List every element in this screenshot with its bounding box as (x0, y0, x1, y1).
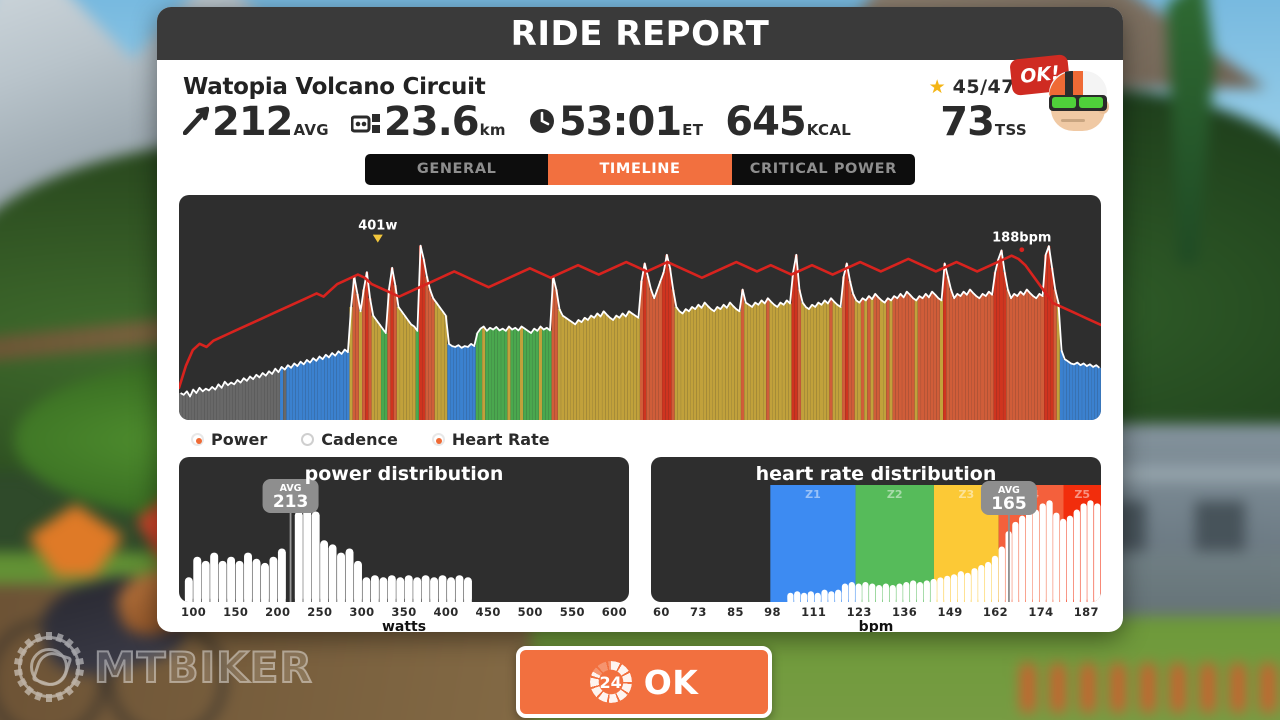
star-rating-value: 45/47 (952, 76, 1015, 98)
calories-unit: KCAL (806, 121, 852, 139)
svg-text:AVG: AVG (280, 483, 302, 494)
ok-button[interactable]: 24 OK (516, 646, 772, 718)
svg-text:Z2: Z2 (887, 488, 903, 501)
toggle-cadence[interactable]: Cadence (301, 430, 398, 449)
power-tick: 200 (265, 605, 291, 619)
ride-report-dialog: RIDE REPORT Watopia Volcano Circuit ★ 45… (157, 7, 1123, 632)
distribution-charts: power distribution AVG 213 100 150 200 25… (179, 457, 1101, 632)
power-tick: 150 (223, 605, 249, 619)
svg-text:165: 165 (991, 494, 1027, 514)
rider-avatar: OK! (1009, 54, 1109, 133)
toggle-heart-rate-label: Heart Rate (451, 430, 550, 449)
watermark-text: MTBIKER (93, 642, 313, 693)
report-tabs[interactable]: GENERAL TIMELINE CRITICAL POWER (365, 154, 915, 185)
lightning-icon (182, 105, 210, 139)
toggle-cadence-label: Cadence (321, 430, 398, 449)
stat-elapsed-time: 53:01 ET (528, 102, 703, 142)
toggle-power[interactable]: Power (191, 430, 267, 449)
heart-rate-distribution-chart[interactable]: heart rate distribution Z1Z2Z3Z4Z5 AVG16… (651, 457, 1101, 632)
svg-text:Z5: Z5 (1074, 488, 1090, 501)
toggle-power-label: Power (211, 430, 268, 449)
svg-text:AVG: AVG (998, 485, 1020, 496)
hr-tick: 85 (727, 605, 744, 619)
timeline-chart[interactable]: 401w 188bpm (179, 195, 1101, 420)
elapsed-time-unit: ET (682, 121, 704, 139)
hr-tick: 162 (982, 605, 1009, 619)
power-tick: 350 (391, 605, 417, 619)
countdown-value: 24 (599, 672, 622, 692)
ok-button-label: OK (643, 662, 699, 702)
radio-cadence-icon[interactable] (301, 433, 315, 446)
heart-rate-axis-label: bpm (858, 619, 894, 632)
calories-value: 645 (725, 99, 806, 145)
stat-avg-power: 212 AVG (182, 99, 329, 145)
power-axis-ticks: 100 150 200 250 300 350 400 450 500 550 … (181, 605, 627, 619)
avg-power-value: 212 (212, 99, 293, 145)
power-distribution-plot[interactable]: power distribution AVG 213 (179, 457, 629, 602)
hr-tick: 136 (892, 605, 918, 619)
clock-icon (528, 107, 556, 139)
heart-rate-axis-ticks: 60 73 85 98 111 123 136 149 162 174 187 (653, 605, 1099, 619)
star-icon: ★ (928, 75, 946, 98)
power-tick: 300 (349, 605, 375, 619)
distance-unit: km (479, 121, 506, 139)
odometer-icon (350, 113, 381, 139)
tab-critical-power[interactable]: CRITICAL POWER (731, 154, 915, 185)
dialog-titlebar: RIDE REPORT (157, 7, 1123, 60)
elapsed-time-value: 53:01 (558, 99, 682, 145)
svg-text:Z1: Z1 (805, 488, 821, 501)
power-tick: 500 (517, 605, 543, 619)
hr-tick: 187 (1073, 605, 1099, 619)
metric-toggle-group[interactable]: Power Cadence Heart Rate (191, 430, 1101, 449)
route-name: Watopia Volcano Circuit (183, 74, 486, 100)
hr-tick: 123 (846, 605, 872, 619)
power-tick: 600 (601, 605, 627, 619)
radio-power-icon[interactable] (191, 433, 204, 446)
hr-tick: 174 (1028, 605, 1054, 619)
hr-tick: 149 (937, 605, 963, 619)
power-tick: 400 (433, 605, 459, 619)
dialog-title: RIDE REPORT (510, 13, 770, 54)
heart-rate-distribution-plot[interactable]: heart rate distribution Z1Z2Z3Z4Z5 AVG16… (651, 457, 1101, 602)
flower-bed (1020, 664, 1280, 712)
avatar-sunglasses (1049, 95, 1107, 111)
toggle-heart-rate[interactable]: Heart Rate (431, 430, 550, 449)
svg-text:188bpm: 188bpm (992, 231, 1051, 246)
tab-general[interactable]: GENERAL (365, 154, 549, 185)
power-tick: 550 (559, 605, 585, 619)
cog-logo-icon (14, 632, 84, 702)
tss-value: 73 (940, 99, 995, 145)
hr-tick: 60 (653, 605, 670, 619)
power-distribution-chart[interactable]: power distribution AVG 213 100 150 200 25… (179, 457, 629, 632)
route-header-row: Watopia Volcano Circuit ★ 45/47 (179, 70, 1101, 100)
mtbiker-watermark: MTBIKER (14, 632, 313, 702)
stat-calories: 645 KCAL (725, 102, 851, 142)
avg-power-unit: AVG (293, 121, 329, 139)
hr-tick: 111 (801, 605, 827, 619)
tss-unit: TSS (994, 121, 1027, 139)
avatar-cap (1049, 71, 1107, 97)
power-axis-label: watts (381, 619, 427, 632)
power-distribution-title: power distribution (304, 463, 504, 485)
svg-text:Z3: Z3 (958, 488, 974, 501)
hr-tick: 98 (764, 605, 781, 619)
star-rating: ★ 45/47 (929, 76, 1015, 98)
heart-rate-distribution-title: heart rate distribution (755, 463, 997, 485)
power-tick: 100 (181, 605, 207, 619)
power-tick: 250 (307, 605, 333, 619)
tab-timeline[interactable]: TIMELINE (548, 154, 732, 185)
dialog-body: Watopia Volcano Circuit ★ 45/47 212 AVG … (157, 54, 1123, 632)
svg-text:401w: 401w (358, 219, 397, 234)
avatar-head (1047, 69, 1109, 131)
countdown-ring-icon: 24 (589, 661, 632, 703)
ride-stats-row: 212 AVG 23.6 km 53:01 ET 645 KCAL (182, 99, 1101, 145)
hr-tick: 73 (690, 605, 707, 619)
power-tick: 450 (475, 605, 501, 619)
stat-distance: 23.6 km (350, 99, 506, 145)
distance-value: 23.6 (383, 99, 480, 145)
stat-tss: 73 TSS (940, 102, 1027, 142)
radio-heart-rate-icon[interactable] (431, 433, 445, 446)
svg-text:213: 213 (273, 492, 309, 512)
